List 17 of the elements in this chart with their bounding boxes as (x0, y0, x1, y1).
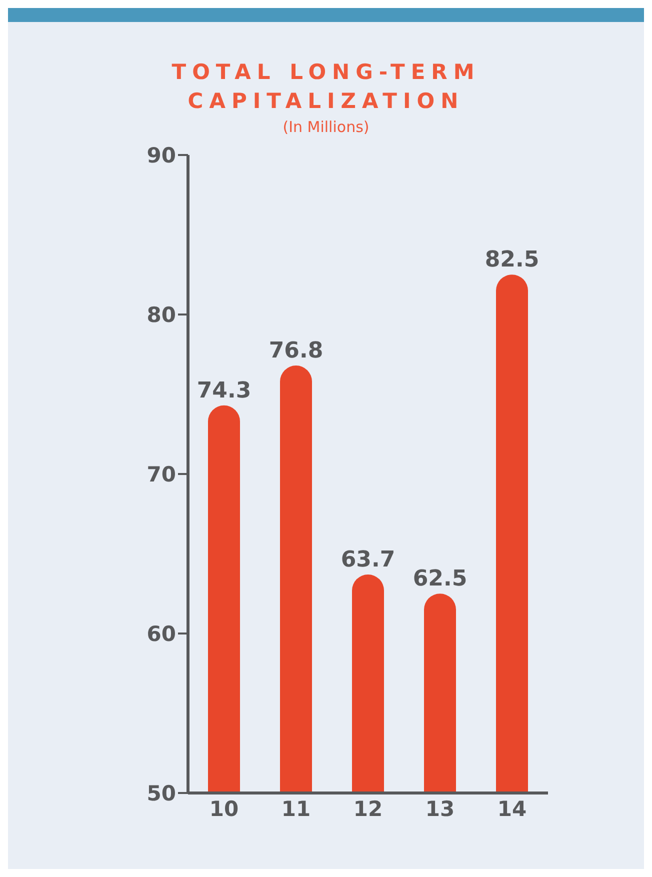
data-label: 74.3 (196, 378, 252, 404)
x-tick-label: 12 (353, 796, 383, 821)
x-tick-label: 14 (497, 796, 527, 821)
x-tick-label: 10 (209, 796, 239, 821)
x-tick-label: 11 (281, 796, 311, 821)
y-tick-label: 90 (146, 143, 176, 168)
y-tick-label: 80 (146, 302, 176, 327)
chart-subtitle: (In Millions) (282, 118, 370, 136)
x-tick-label: 13 (425, 796, 455, 821)
y-tick-label: 50 (146, 781, 176, 806)
chart-title: TOTAL LONG-TERM CAPITALIZATION (170, 59, 482, 115)
data-label: 62.5 (412, 566, 468, 592)
data-label: 63.7 (340, 547, 396, 572)
data-label: 76.8 (268, 338, 324, 364)
y-tick-label: 70 (146, 462, 176, 486)
data-label: 82.5 (484, 248, 540, 273)
y-tick-label: 60 (146, 622, 176, 646)
